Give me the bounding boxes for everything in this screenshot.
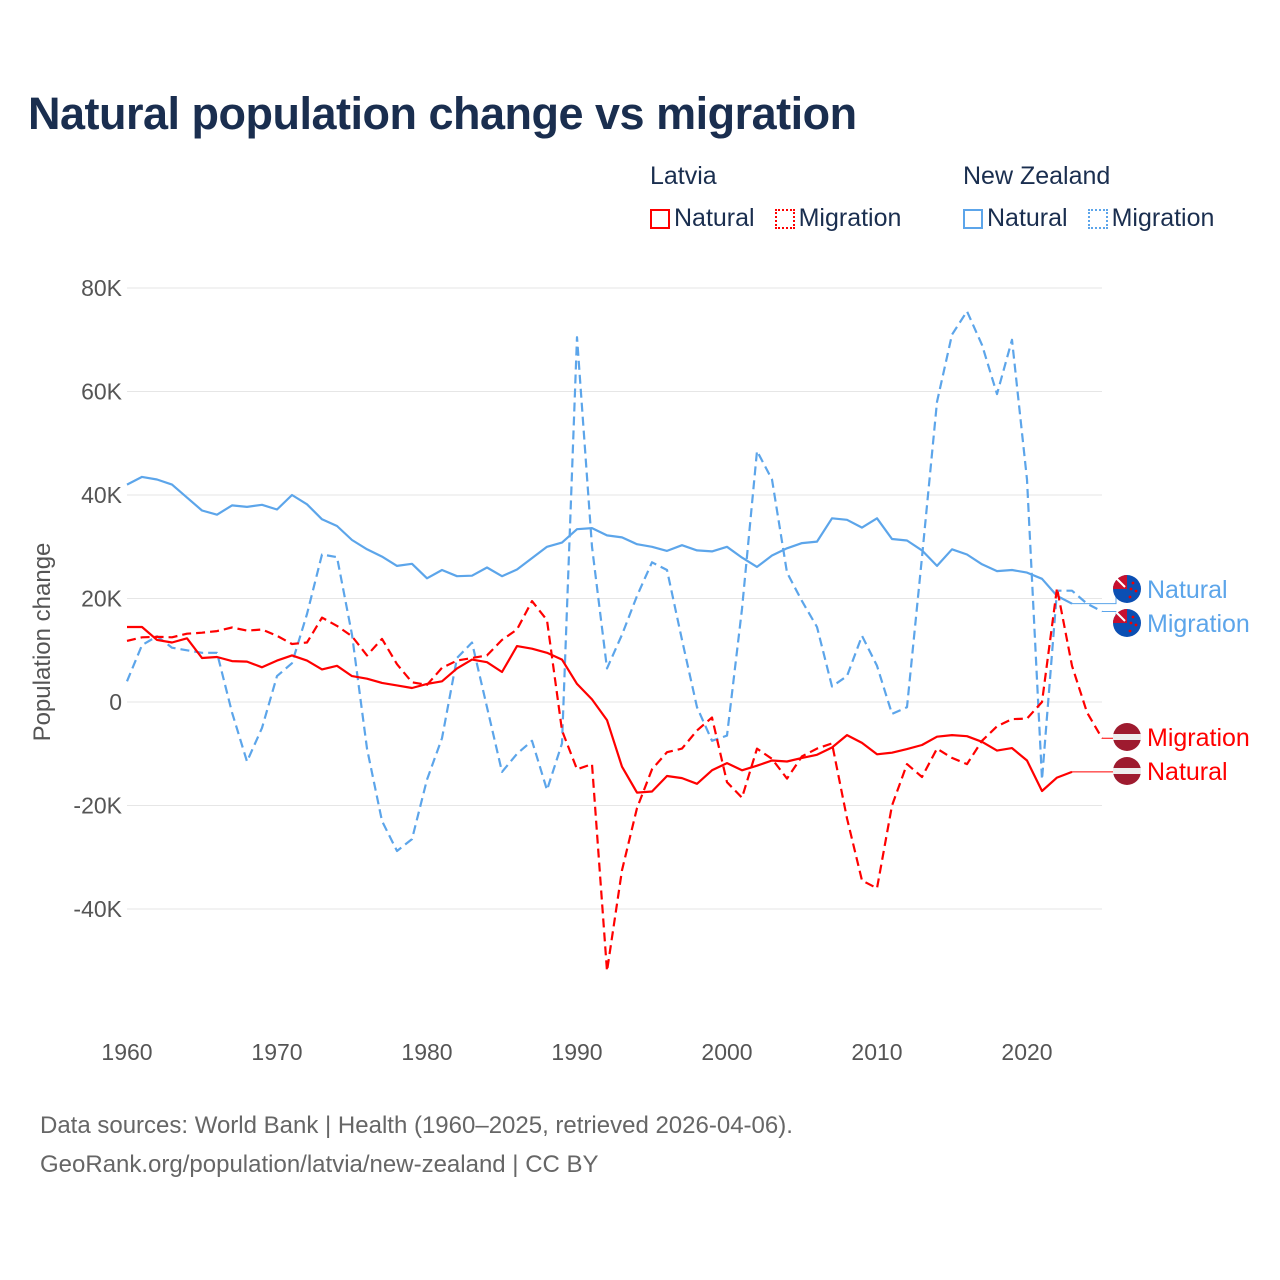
- series-line-new-zealand-natural: [126, 475, 1073, 605]
- x-tick-label: 2000: [701, 1039, 752, 1065]
- x-tick-label: 2020: [1001, 1039, 1052, 1065]
- end-label: Migration: [1147, 610, 1250, 638]
- flag-star: [1128, 595, 1132, 599]
- x-tick-label: 1990: [551, 1039, 602, 1065]
- flag-star: [1129, 587, 1133, 591]
- flag-stripe: [1113, 734, 1141, 740]
- legend-label: Migration: [1111, 204, 1215, 232]
- flag-star: [1128, 629, 1132, 633]
- legend-label: Natural: [987, 204, 1068, 232]
- label-connector: [1072, 770, 1117, 773]
- legend-swatch-dotted: [1087, 208, 1108, 229]
- chart-title: Natural population change vs migration: [28, 88, 857, 139]
- x-tick-label: 1970: [251, 1039, 302, 1065]
- y-tick-label: 40K: [81, 482, 123, 508]
- end-label: Natural: [1147, 758, 1228, 786]
- footer: Data sources: World Bank | Health (1960–…: [40, 1106, 793, 1184]
- legend-item-latvia-migration[interactable]: Migration: [774, 204, 902, 233]
- end-label: Migration: [1147, 724, 1250, 752]
- series-line-new-zealand-migration: [125, 310, 1103, 853]
- series-line-latvia-natural: [127, 625, 1073, 794]
- flag-star: [1129, 621, 1133, 625]
- legend-item-nz-natural[interactable]: Natural: [963, 204, 1068, 233]
- flag-star: [1131, 615, 1135, 619]
- y-tick-label: 0: [109, 689, 122, 715]
- legend-group-title: Latvia: [650, 162, 717, 190]
- footer-sources: Data sources: World Bank | Health (1960–…: [40, 1112, 793, 1139]
- legend-swatch-solid: [963, 208, 983, 229]
- new-zealand-flag-icon: [1113, 609, 1141, 637]
- flag-cross: [1115, 611, 1126, 622]
- flag-cross: [1115, 577, 1126, 588]
- flag-star: [1131, 581, 1135, 585]
- footer-link[interactable]: GeoRank.org/population/latvia/new-zealan…: [40, 1151, 599, 1178]
- end-label: Natural: [1147, 576, 1228, 604]
- flag-star: [1134, 623, 1138, 627]
- y-tick-label: 60K: [81, 379, 123, 405]
- x-tick-label: 1960: [101, 1039, 152, 1065]
- y-tick-label: 80K: [81, 275, 123, 301]
- legend-label: Migration: [798, 204, 902, 232]
- flag-stripe: [1113, 768, 1141, 774]
- flag-star: [1134, 589, 1138, 593]
- y-tick-label: 20K: [81, 586, 123, 612]
- legend-swatch-dotted: [774, 208, 795, 229]
- legend-group-new-zealand: New Zealand Natural Migration: [963, 162, 1214, 233]
- y-axis-label: Population change: [29, 543, 56, 742]
- legend-item-nz-migration[interactable]: Migration: [1087, 204, 1215, 233]
- series-line-latvia-migration: [126, 587, 1103, 973]
- new-zealand-flag-icon: [1113, 575, 1141, 603]
- y-tick-label: -20K: [73, 793, 122, 819]
- x-tick-label: 2010: [851, 1039, 902, 1065]
- latvia-flag-icon: [1113, 723, 1141, 751]
- legend-label: Natural: [674, 204, 755, 232]
- x-tick-label: 1980: [401, 1039, 452, 1065]
- y-tick-label: -40K: [73, 896, 122, 922]
- latvia-flag-icon: [1113, 757, 1141, 785]
- legend-group-latvia: Latvia Natural Migration: [650, 162, 901, 233]
- legend-item-latvia-natural[interactable]: Natural: [650, 204, 755, 233]
- legend-swatch-solid: [650, 208, 670, 229]
- legend-group-title: New Zealand: [963, 162, 1111, 190]
